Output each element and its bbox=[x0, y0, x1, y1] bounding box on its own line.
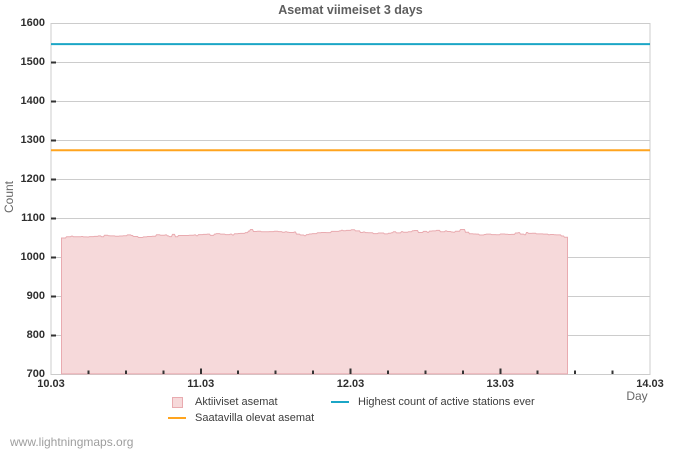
legend-swatch-available-line-icon bbox=[168, 412, 187, 424]
plot-border bbox=[50, 23, 651, 375]
y-tick-label: 1500 bbox=[20, 56, 45, 68]
swatch-shape bbox=[168, 417, 186, 419]
y-tick-label: 1300 bbox=[20, 134, 45, 146]
y-tick-label: 1000 bbox=[20, 251, 45, 263]
watermark-text: www.lightningmaps.org bbox=[10, 435, 134, 449]
x-tick-label: 14.03 bbox=[636, 378, 664, 390]
legend-item: Aktiiviset asemat bbox=[168, 394, 314, 410]
legend-column: Aktiiviset asemat Saatavilla olevat asema… bbox=[168, 394, 314, 426]
legend-swatch-active-box-icon bbox=[168, 396, 187, 408]
y-tick-label: 1200 bbox=[20, 173, 45, 185]
y-tick-label: 900 bbox=[26, 290, 45, 302]
legend-item: Saatavilla olevat asemat bbox=[168, 410, 314, 426]
series-area-active-stations bbox=[61, 229, 568, 375]
x-tick-label: 13.03 bbox=[486, 378, 515, 390]
legend-label: Highest count of active stations ever bbox=[358, 396, 535, 408]
y-tick-label: 1600 bbox=[20, 17, 45, 29]
y-tick-label: 1100 bbox=[21, 212, 45, 224]
y-tick-label: 800 bbox=[26, 329, 45, 341]
x-tick-label: 12.03 bbox=[336, 378, 365, 390]
legend-swatch-highest-line-icon bbox=[331, 396, 350, 408]
legend-item: Highest count of active stations ever bbox=[331, 394, 535, 410]
legend-column: Highest count of active stations ever bbox=[331, 394, 535, 410]
legend-label: Saatavilla olevat asemat bbox=[195, 412, 315, 424]
x-tick-label: 10.03 bbox=[37, 378, 65, 390]
y-tick-label: 700 bbox=[26, 368, 45, 380]
swatch-shape bbox=[172, 396, 183, 408]
x-tick-label: 11.03 bbox=[187, 378, 215, 390]
y-tick-label: 1400 bbox=[20, 95, 45, 107]
legend-label: Aktiiviset asemat bbox=[195, 396, 278, 408]
y-axis-title: Count bbox=[2, 180, 16, 214]
swatch-shape bbox=[331, 401, 349, 403]
x-axis-title: Day bbox=[626, 389, 648, 403]
chart-title: Asemat viimeiset 3 days bbox=[278, 3, 423, 17]
